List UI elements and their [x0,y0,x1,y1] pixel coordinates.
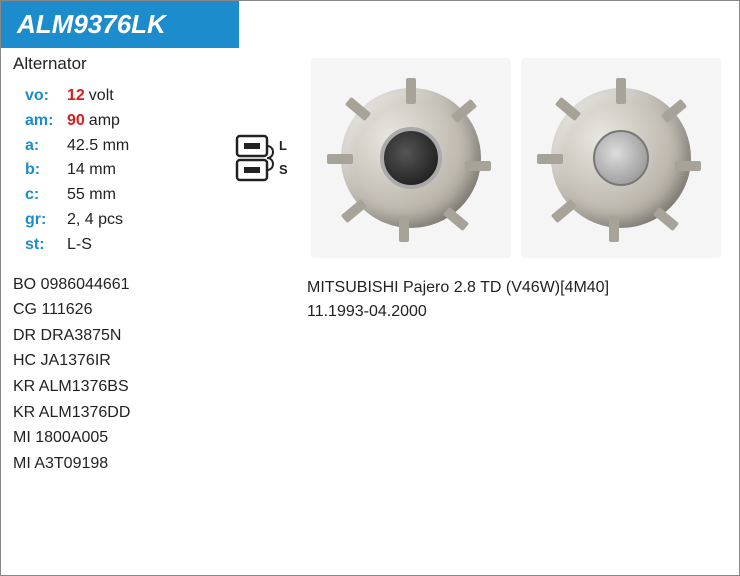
connector-pin-s: S [279,162,288,177]
cross-ref: MI 1800A005 [13,425,223,451]
spec-unit: L-S [67,233,92,258]
spec-row: b: 14 mm [25,158,223,183]
alternator-front-image [311,58,511,258]
cross-references: BO 0986044661 CG 111626 DR DRA3875N HC J… [13,272,223,477]
content: Alternator vo: 12 volt am: 90 amp a: 42.… [1,48,739,488]
application-vehicle: MITSUBISHI Pajero 2.8 TD (V46W)[4M40] [307,276,727,300]
spec-key: c: [25,183,67,208]
spec-highlight: 12 [67,84,85,109]
cross-ref: BO 0986044661 [13,272,223,298]
application-info: MITSUBISHI Pajero 2.8 TD (V46W)[4M40] 11… [231,276,727,324]
spec-key: vo: [25,84,67,109]
spec-key: am: [25,109,67,134]
left-column: Alternator vo: 12 volt am: 90 amp a: 42.… [13,52,223,476]
cross-ref: MI A3T09198 [13,451,223,477]
spec-unit: volt [89,84,114,109]
spec-row: st: L-S [25,233,223,258]
spec-highlight: 90 [67,109,85,134]
cross-ref: CG 111626 [13,297,223,323]
spec-table: vo: 12 volt am: 90 amp a: 42.5 mm b: 14 … [25,84,223,258]
part-number-header: ALM9376LK [1,1,239,48]
spec-unit: 55 mm [67,183,116,208]
spec-unit: 42.5 mm [67,134,129,159]
spec-row: c: 55 mm [25,183,223,208]
cross-ref: HC JA1376IR [13,348,223,374]
spec-key: b: [25,158,67,183]
spec-unit: 2, 4 pcs [67,208,123,233]
application-dates: 11.1993-04.2000 [307,300,727,324]
alternator-rear-image [521,58,721,258]
spec-row: a: 42.5 mm [25,134,223,159]
connector-pin-l: L [279,138,287,153]
part-number: ALM9376LK [17,9,166,39]
cross-ref: DR DRA3875N [13,323,223,349]
cross-ref: KR ALM1376BS [13,374,223,400]
spec-key: st: [25,233,67,258]
spec-key: gr: [25,208,67,233]
right-column: L S [223,52,727,476]
spec-row: vo: 12 volt [25,84,223,109]
images-row: L S [231,58,727,258]
spec-unit: 14 mm [67,158,116,183]
cross-ref: KR ALM1376DD [13,400,223,426]
spec-row: am: 90 amp [25,109,223,134]
spec-unit: amp [89,109,120,134]
spec-row: gr: 2, 4 pcs [25,208,223,233]
connector-diagram-icon: L S [231,130,301,186]
product-type: Alternator [13,54,223,74]
spec-key: a: [25,134,67,159]
